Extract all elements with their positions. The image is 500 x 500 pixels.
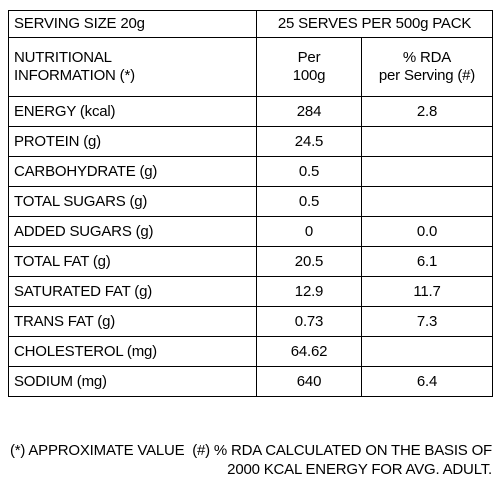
nutrient-name: SATURATED FAT (g) bbox=[8, 276, 257, 307]
serves-per-pack: 25 SERVES PER 500g PACK bbox=[255, 10, 494, 38]
per-100g-value: 24.5 bbox=[256, 126, 362, 157]
rda-basis-note-line1: (#) % RDA CALCULATED ON THE BASIS OF bbox=[192, 442, 492, 459]
serving-row: SERVING SIZE 20g 25 SERVES PER 500g PACK bbox=[8, 10, 494, 38]
table-row: SODIUM (mg) 640 6.4 bbox=[8, 366, 494, 397]
rda-value: 0.0 bbox=[360, 216, 494, 247]
nutrient-name: SODIUM (mg) bbox=[8, 366, 257, 397]
rda-value: 6.4 bbox=[360, 366, 494, 397]
rda-header-line2: per Serving (#) bbox=[378, 67, 476, 84]
per-100g-value: 0 bbox=[256, 216, 362, 247]
table-row: ADDED SUGARS (g) 0 0.0 bbox=[8, 216, 494, 247]
table-row: ENERGY (kcal) 284 2.8 bbox=[8, 96, 494, 127]
nutrition-table: SERVING SIZE 20g 25 SERVES PER 500g PACK… bbox=[8, 10, 494, 397]
table-row: SATURATED FAT (g) 12.9 11.7 bbox=[8, 276, 494, 307]
nutrient-name: CARBOHYDRATE (g) bbox=[8, 156, 257, 187]
per-100g-value: 0.73 bbox=[256, 306, 362, 337]
nutrient-name: TOTAL FAT (g) bbox=[8, 246, 257, 277]
rda-value bbox=[360, 186, 494, 217]
rda-value: 6.1 bbox=[360, 246, 494, 277]
rda-value: 11.7 bbox=[360, 276, 494, 307]
table-row: CHOLESTEROL (mg) 64.62 bbox=[8, 336, 494, 367]
table-row: TOTAL FAT (g) 20.5 6.1 bbox=[8, 246, 494, 277]
rda-value bbox=[360, 126, 494, 157]
per-100g-value: 12.9 bbox=[256, 276, 362, 307]
nutrient-name: CHOLESTEROL (mg) bbox=[8, 336, 257, 367]
rda-value bbox=[360, 156, 494, 187]
per-100g-value: 20.5 bbox=[256, 246, 362, 277]
per-100g-value: 0.5 bbox=[256, 186, 362, 217]
per-100g-column-header: Per 100g bbox=[256, 37, 362, 97]
column-header-row: NUTRITIONAL INFORMATION (*) Per 100g % R… bbox=[8, 37, 494, 97]
rda-header-line1: % RDA bbox=[402, 49, 452, 66]
table-row: PROTEIN (g) 24.5 bbox=[8, 126, 494, 157]
per-100g-value: 284 bbox=[256, 96, 362, 127]
rda-value bbox=[360, 336, 494, 367]
rda-column-header: % RDA per Serving (#) bbox=[360, 37, 494, 97]
rda-basis-note: (#) % RDA CALCULATED ON THE BASIS OF 200… bbox=[192, 441, 492, 479]
nutrient-name: TRANS FAT (g) bbox=[8, 306, 257, 337]
nutrient-column-header: NUTRITIONAL INFORMATION (*) bbox=[8, 37, 257, 97]
nutrition-label: SERVING SIZE 20g 25 SERVES PER 500g PACK… bbox=[8, 10, 494, 397]
serving-size: SERVING SIZE 20g bbox=[8, 10, 257, 38]
nutrient-header-line1: NUTRITIONAL bbox=[14, 49, 112, 66]
rda-value: 7.3 bbox=[360, 306, 494, 337]
per-100g-value: 0.5 bbox=[256, 156, 362, 187]
per-header-line1: Per bbox=[297, 49, 321, 66]
table-row: CARBOHYDRATE (g) 0.5 bbox=[8, 156, 494, 187]
nutrient-name: TOTAL SUGARS (g) bbox=[8, 186, 257, 217]
table-row: TOTAL SUGARS (g) 0.5 bbox=[8, 186, 494, 217]
table-row: TRANS FAT (g) 0.73 7.3 bbox=[8, 306, 494, 337]
per-100g-value: 64.62 bbox=[256, 336, 362, 367]
per-100g-value: 640 bbox=[256, 366, 362, 397]
nutrient-name: ADDED SUGARS (g) bbox=[8, 216, 257, 247]
rda-value: 2.8 bbox=[360, 96, 494, 127]
rda-basis-note-line2: 2000 KCAL ENERGY FOR AVG. ADULT. bbox=[227, 461, 492, 478]
per-header-line2: 100g bbox=[292, 67, 326, 84]
nutrient-name: ENERGY (kcal) bbox=[8, 96, 257, 127]
nutrient-name: PROTEIN (g) bbox=[8, 126, 257, 157]
nutrient-header-line2: INFORMATION (*) bbox=[14, 67, 135, 84]
approximate-value-note: (*) APPROXIMATE VALUE bbox=[10, 442, 185, 459]
